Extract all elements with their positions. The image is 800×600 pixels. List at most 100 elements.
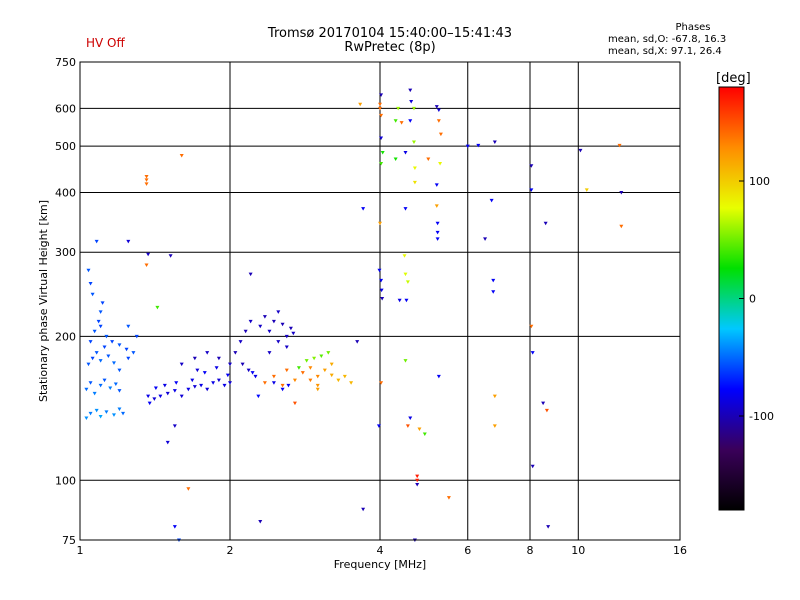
y-tick-label: 400	[55, 186, 76, 199]
phase-stats-x: mean, sd,X: 97.1, 26.4	[608, 46, 722, 57]
hv-status: HV Off	[86, 36, 125, 50]
data-point	[619, 224, 624, 229]
data-point	[190, 378, 195, 383]
data-point	[262, 315, 267, 319]
data-point	[379, 288, 384, 293]
y-tick-label: 500	[55, 140, 76, 153]
data-point	[417, 427, 422, 432]
data-point	[411, 106, 416, 111]
data-point	[199, 383, 204, 388]
data-point	[315, 374, 320, 379]
data-point	[86, 268, 91, 273]
data-point	[144, 178, 149, 182]
data-point	[319, 354, 324, 358]
data-point	[491, 290, 496, 294]
phase-stats: Phases mean, sd,O: -67.8, 16.3 mean, sd,…	[608, 22, 748, 58]
data-point	[396, 106, 401, 111]
data-point	[216, 378, 221, 383]
data-point	[102, 345, 107, 350]
data-point	[246, 368, 251, 373]
data-point	[153, 386, 158, 390]
data-point	[126, 356, 131, 361]
data-point	[465, 144, 470, 149]
data-point	[225, 373, 230, 378]
data-point	[243, 329, 248, 334]
data-point	[434, 105, 439, 109]
y-tick-label: 750	[55, 56, 76, 69]
y-tick-label: 300	[55, 246, 76, 259]
data-point	[172, 424, 177, 428]
data-point	[492, 140, 497, 145]
data-point	[322, 368, 327, 373]
data-point	[216, 356, 221, 361]
x-tick-label: 16	[673, 544, 687, 557]
data-point	[436, 119, 441, 123]
data-point	[111, 413, 116, 417]
data-point	[146, 394, 151, 399]
data-point	[355, 340, 360, 344]
data-point	[304, 359, 309, 363]
data-point	[284, 345, 289, 350]
data-point	[489, 198, 494, 203]
data-point	[280, 383, 285, 388]
data-point	[144, 182, 149, 186]
data-point	[399, 121, 404, 125]
data-point	[336, 378, 341, 383]
data-point	[86, 362, 91, 367]
phase-stats-o: mean, sd,O: -67.8, 16.3	[608, 34, 727, 45]
data-point	[165, 440, 170, 445]
data-point	[376, 424, 381, 428]
data-point	[529, 188, 534, 192]
data-point	[403, 359, 408, 363]
data-point	[411, 140, 416, 145]
y-axis-label: Stationary phase Virtual Height [km]	[37, 200, 50, 402]
data-point	[412, 166, 417, 171]
data-point	[271, 319, 276, 324]
colorbar-tick-label: -100	[749, 410, 774, 423]
data-point	[155, 305, 160, 310]
data-point	[476, 143, 481, 148]
data-point	[214, 366, 219, 370]
data-point	[233, 351, 238, 355]
data-point	[179, 362, 184, 367]
data-point	[530, 351, 535, 355]
data-point	[174, 381, 179, 385]
grid	[80, 62, 680, 540]
data-point	[256, 394, 261, 399]
data-point	[88, 282, 93, 286]
data-point	[292, 378, 297, 383]
data-point	[543, 221, 548, 226]
data-point	[529, 324, 534, 329]
data-point	[96, 319, 101, 324]
y-tick-label: 200	[55, 330, 76, 343]
data-point	[104, 410, 109, 414]
data-point	[271, 381, 276, 385]
data-point	[88, 381, 93, 385]
data-point	[379, 161, 384, 166]
data-point	[380, 297, 385, 301]
data-point	[147, 401, 152, 406]
data-point	[179, 154, 184, 158]
data-point	[211, 381, 216, 385]
x-axis: 1 2 4 6 8 10 16	[77, 544, 688, 557]
data-point	[98, 324, 103, 329]
data-point	[405, 280, 410, 284]
data-point	[92, 391, 97, 396]
data-point	[111, 361, 116, 365]
data-point	[530, 464, 535, 469]
data-point	[117, 368, 122, 373]
data-point	[544, 408, 549, 413]
data-point	[358, 102, 363, 107]
data-point	[222, 383, 227, 388]
data-point	[240, 362, 245, 367]
data-point	[88, 340, 93, 344]
data-point	[250, 371, 255, 375]
data-point	[238, 340, 243, 344]
data-point	[415, 482, 420, 487]
data-point	[284, 368, 289, 373]
data-point	[113, 382, 118, 387]
data-point	[619, 190, 624, 195]
x-tick-label: 8	[527, 544, 534, 557]
colorbar-label: [deg]	[716, 71, 751, 86]
